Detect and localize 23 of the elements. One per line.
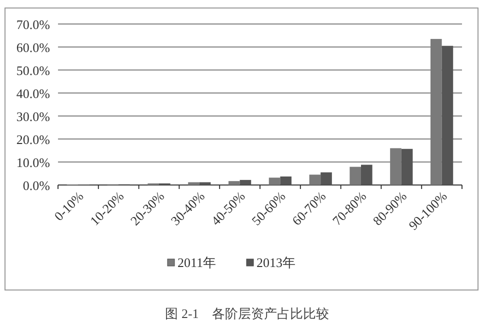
y-tick-label: 60.0%: [16, 40, 50, 55]
bar: [309, 174, 321, 185]
bar: [240, 180, 252, 185]
bar: [199, 182, 211, 185]
y-tick-label: 20.0%: [16, 132, 50, 147]
text: 图 2-1 各阶层资产占比比较: [165, 306, 329, 321]
y-tick-label: 30.0%: [16, 109, 50, 124]
y-tick-label: 70.0%: [16, 17, 50, 32]
bar: [228, 181, 240, 185]
legend-label: 2011年: [178, 255, 216, 270]
bar: [280, 176, 292, 185]
bar: [390, 148, 402, 185]
bar: [320, 172, 332, 185]
y-tick-label: 40.0%: [16, 86, 50, 101]
bar: [430, 38, 442, 185]
y-tick-label: 50.0%: [16, 63, 50, 78]
bar: [188, 182, 200, 185]
bar: [268, 178, 280, 185]
legend-label: 2013年: [256, 255, 296, 270]
bar: [361, 164, 372, 185]
bar: [350, 166, 361, 185]
y-tick-label: 0.0%: [22, 178, 50, 193]
y-tick-label: 10.0%: [16, 155, 50, 170]
